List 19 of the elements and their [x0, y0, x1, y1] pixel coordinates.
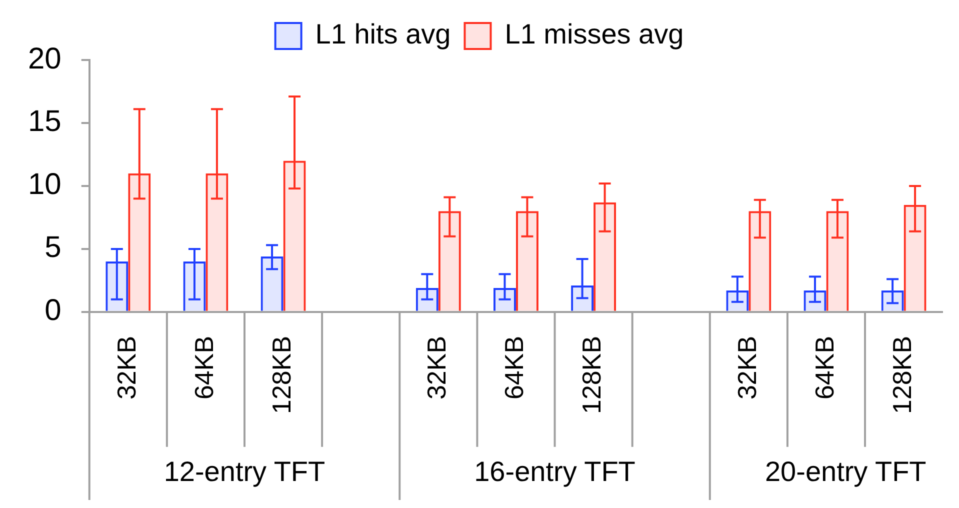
x-tick-label: 32KB — [422, 336, 452, 400]
text: 16-entry TFT — [474, 456, 636, 488]
y-tick-label: 10 — [28, 168, 62, 202]
y-tick-label: 0 — [44, 294, 62, 328]
x-tick-label: 128KB — [886, 336, 917, 414]
y-tick-label: 15 — [28, 105, 62, 138]
legend-label: L1 hits avg — [315, 18, 451, 50]
x-tick-label: 32KB — [732, 336, 762, 400]
x-tick-label: 64KB — [188, 336, 219, 400]
text: 12-entry TFT — [164, 456, 326, 488]
x-tick-label: 64KB — [499, 336, 530, 400]
x-tick-label: 128KB — [576, 336, 607, 414]
text: 20-entry TFT — [764, 456, 926, 488]
x-tick-label: 32KB — [111, 336, 142, 400]
x-tick-label: 128KB — [266, 336, 296, 414]
y-tick-label: 5 — [44, 231, 62, 264]
legend-label: L1 misses avg — [504, 18, 684, 50]
y-tick-label: 20 — [28, 42, 62, 76]
x-tick-label: 64KB — [809, 336, 840, 400]
